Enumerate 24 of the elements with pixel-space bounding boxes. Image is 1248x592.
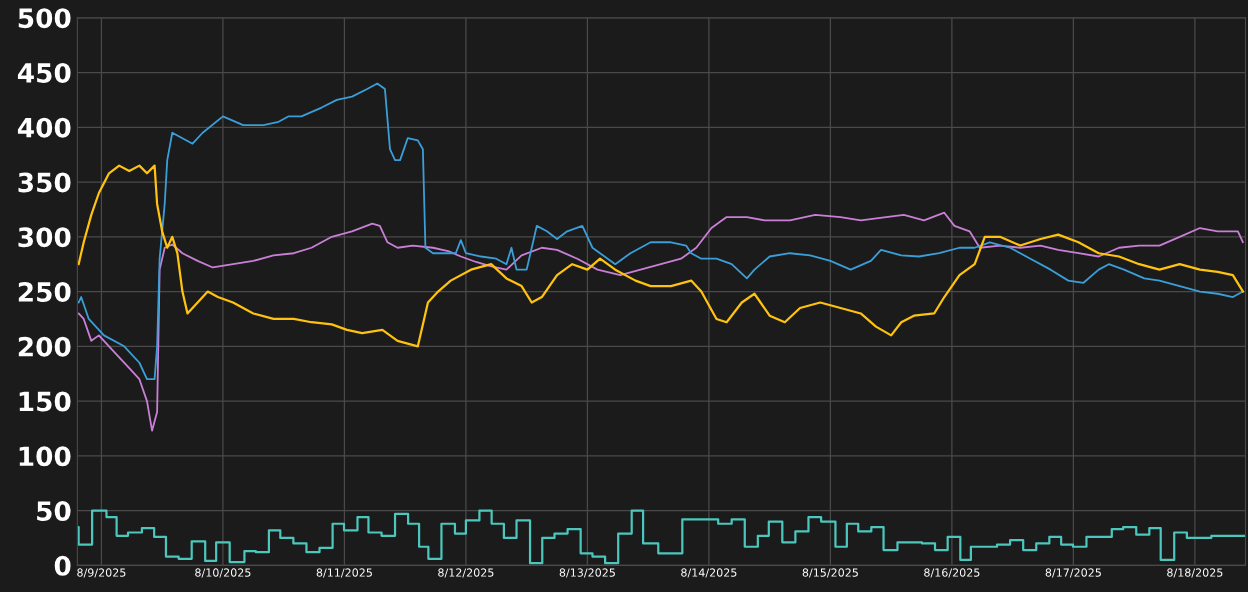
y-tick-label: 450 (17, 62, 71, 83)
y-tick-label: 400 (17, 117, 71, 138)
x-tick-label: 8/15/2025 (802, 568, 858, 578)
line-series (77, 211, 1244, 432)
x-tick-label: 8/17/2025 (1045, 568, 1101, 578)
y-tick-label: 250 (18, 282, 71, 302)
y-tick-label: 50 (37, 501, 71, 521)
x-tick-label: 8/16/2025 (924, 568, 980, 578)
y-tick-label: 0 (54, 555, 71, 576)
x-tick-label: 8/18/2025 (1167, 568, 1223, 578)
x-tick-label: 8/11/2025 (316, 568, 372, 578)
y-tick-label: 200 (18, 336, 71, 357)
x-tick-label: 8/10/2025 (195, 568, 251, 578)
line-series (77, 82, 1244, 381)
y-tick-label: 100 (19, 446, 71, 467)
y-tick-label: 300 (18, 227, 71, 248)
x-tick-label: 8/12/2025 (438, 568, 494, 578)
line-series (77, 164, 1245, 348)
x-tick-label: 8/13/2025 (559, 568, 615, 578)
y-tick-label: 500 (18, 8, 71, 29)
y-tick-label: 350 (18, 172, 71, 193)
y-tick-label: 150 (19, 391, 71, 412)
x-tick-label: 8/14/2025 (681, 568, 737, 578)
x-tick-label: 8/9/2025 (77, 568, 126, 578)
